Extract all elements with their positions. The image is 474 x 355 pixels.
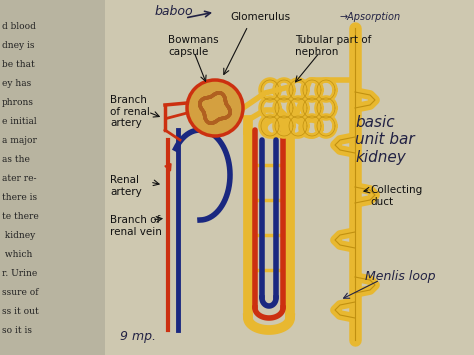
Circle shape — [187, 80, 243, 136]
Text: →Apsorption: →Apsorption — [340, 12, 401, 22]
Text: 9 mp.: 9 mp. — [120, 330, 156, 343]
Text: Tubular part of
nephron: Tubular part of nephron — [295, 35, 371, 56]
Text: Bowmans
capsule: Bowmans capsule — [168, 35, 219, 56]
Text: as the: as the — [2, 155, 30, 164]
Text: kidney: kidney — [2, 231, 35, 240]
Text: Branch
of renal
artery: Branch of renal artery — [110, 95, 150, 128]
Text: Branch of
renal vein: Branch of renal vein — [110, 215, 162, 236]
Text: which: which — [2, 250, 32, 259]
Text: phrons: phrons — [2, 98, 34, 107]
Text: be that: be that — [2, 60, 35, 69]
Text: r. Urine: r. Urine — [2, 269, 37, 278]
Text: basic
unit bar
kidney: basic unit bar kidney — [355, 115, 415, 165]
Text: ater re-: ater re- — [2, 174, 36, 183]
Text: ey has: ey has — [2, 79, 31, 88]
Text: Glomerulus: Glomerulus — [230, 12, 290, 22]
Text: Collecting
duct: Collecting duct — [370, 185, 422, 207]
Text: baboo: baboo — [155, 5, 193, 18]
Text: d blood: d blood — [2, 22, 36, 31]
Bar — [0, 0, 105, 355]
Text: Menlis loop: Menlis loop — [365, 270, 436, 283]
Text: so it is: so it is — [2, 326, 32, 335]
Text: ssure of: ssure of — [2, 288, 38, 297]
Text: ss it out: ss it out — [2, 307, 39, 316]
Text: Renal
artery: Renal artery — [110, 175, 142, 197]
Text: e initial: e initial — [2, 117, 36, 126]
Text: te there: te there — [2, 212, 39, 221]
Text: a major: a major — [2, 136, 37, 145]
Text: dney is: dney is — [2, 41, 35, 50]
Text: there is: there is — [2, 193, 37, 202]
